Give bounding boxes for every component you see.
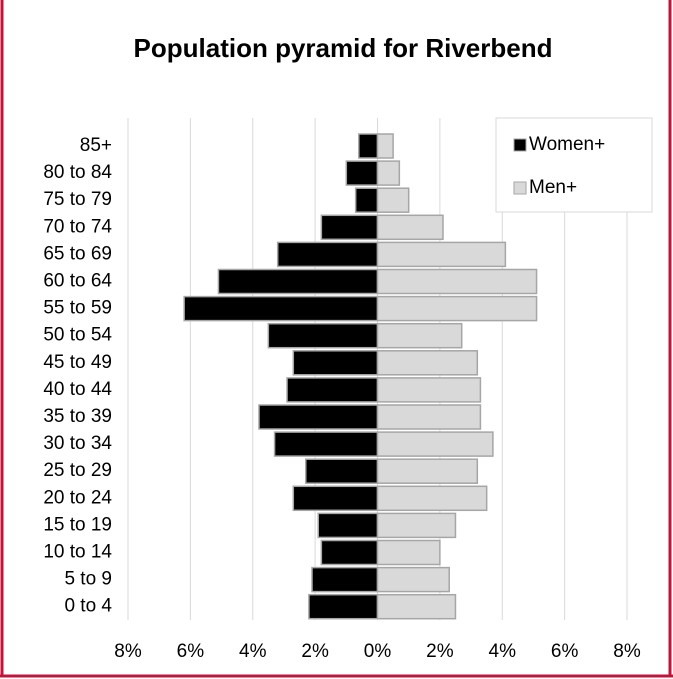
- x-tick-label: 0%: [364, 641, 392, 662]
- y-tick-label: 80 to 84: [43, 162, 112, 183]
- bar: [267, 322, 379, 349]
- bar: [376, 322, 463, 349]
- legend-swatch: [513, 181, 527, 195]
- bar: [376, 295, 538, 322]
- x-tick-label: 6%: [551, 641, 579, 662]
- x-tick-label: 6%: [177, 641, 205, 662]
- bar: [286, 377, 379, 403]
- bar: [276, 241, 379, 268]
- bar: [376, 431, 494, 457]
- legend-box: [495, 117, 653, 213]
- y-tick-label: 15 to 19: [43, 514, 112, 535]
- y-tick-label: 70 to 74: [43, 216, 112, 237]
- bar: [376, 350, 479, 376]
- bar: [376, 187, 410, 213]
- y-tick-label: 85+: [80, 135, 112, 156]
- bar: [376, 377, 482, 403]
- x-tick-label: 2%: [426, 641, 454, 662]
- y-tick-label: 35 to 39: [43, 406, 112, 427]
- bar: [376, 241, 507, 268]
- y-tick-label: 60 to 64: [43, 271, 112, 292]
- legend-label: Women+: [529, 134, 605, 155]
- bar: [376, 485, 488, 512]
- chart-title: Population pyramid for Riverbend: [134, 33, 553, 63]
- bar: [183, 295, 379, 322]
- bar: [376, 133, 394, 159]
- bar: [376, 268, 538, 295]
- y-tick-label: 30 to 34: [43, 433, 112, 454]
- bar: [376, 404, 482, 430]
- y-tick-label: 45 to 49: [43, 352, 112, 373]
- x-tick-label: 4%: [489, 641, 517, 662]
- x-tick-label: 2%: [301, 641, 329, 662]
- y-tick-label: 65 to 69: [43, 243, 112, 264]
- x-tick-label: 8%: [613, 641, 641, 662]
- y-tick-label: 55 to 59: [43, 298, 112, 319]
- legend-swatch: [513, 138, 527, 152]
- bar: [292, 485, 379, 512]
- y-tick-label: 10 to 14: [43, 542, 112, 563]
- bar: [376, 512, 457, 539]
- bar: [317, 512, 379, 539]
- y-tick-label: 20 to 24: [43, 487, 112, 508]
- bar: [358, 133, 379, 159]
- y-tick-label: 50 to 54: [43, 325, 112, 346]
- bar: [273, 431, 379, 457]
- bar: [311, 566, 379, 593]
- bar: [345, 160, 379, 186]
- y-tick-label: 25 to 29: [43, 460, 112, 481]
- y-tick-label: 40 to 44: [43, 379, 112, 400]
- y-tick-label: 0 to 4: [64, 596, 112, 617]
- bar: [376, 566, 450, 593]
- y-tick-label: 5 to 9: [64, 569, 112, 590]
- bar: [376, 593, 457, 620]
- y-tick-label: 75 to 79: [43, 189, 112, 210]
- bar: [354, 187, 379, 213]
- bar: [376, 539, 441, 566]
- bar: [217, 268, 379, 295]
- bar: [376, 458, 479, 484]
- bar: [258, 404, 379, 430]
- bar: [292, 350, 379, 376]
- bar: [308, 593, 379, 620]
- bar: [376, 160, 401, 186]
- bar: [320, 539, 379, 566]
- bar: [305, 458, 379, 484]
- legend-label: Men+: [529, 177, 577, 198]
- bar: [376, 214, 444, 241]
- x-tick-label: 8%: [114, 641, 142, 662]
- bar: [320, 214, 379, 241]
- x-tick-label: 4%: [239, 641, 267, 662]
